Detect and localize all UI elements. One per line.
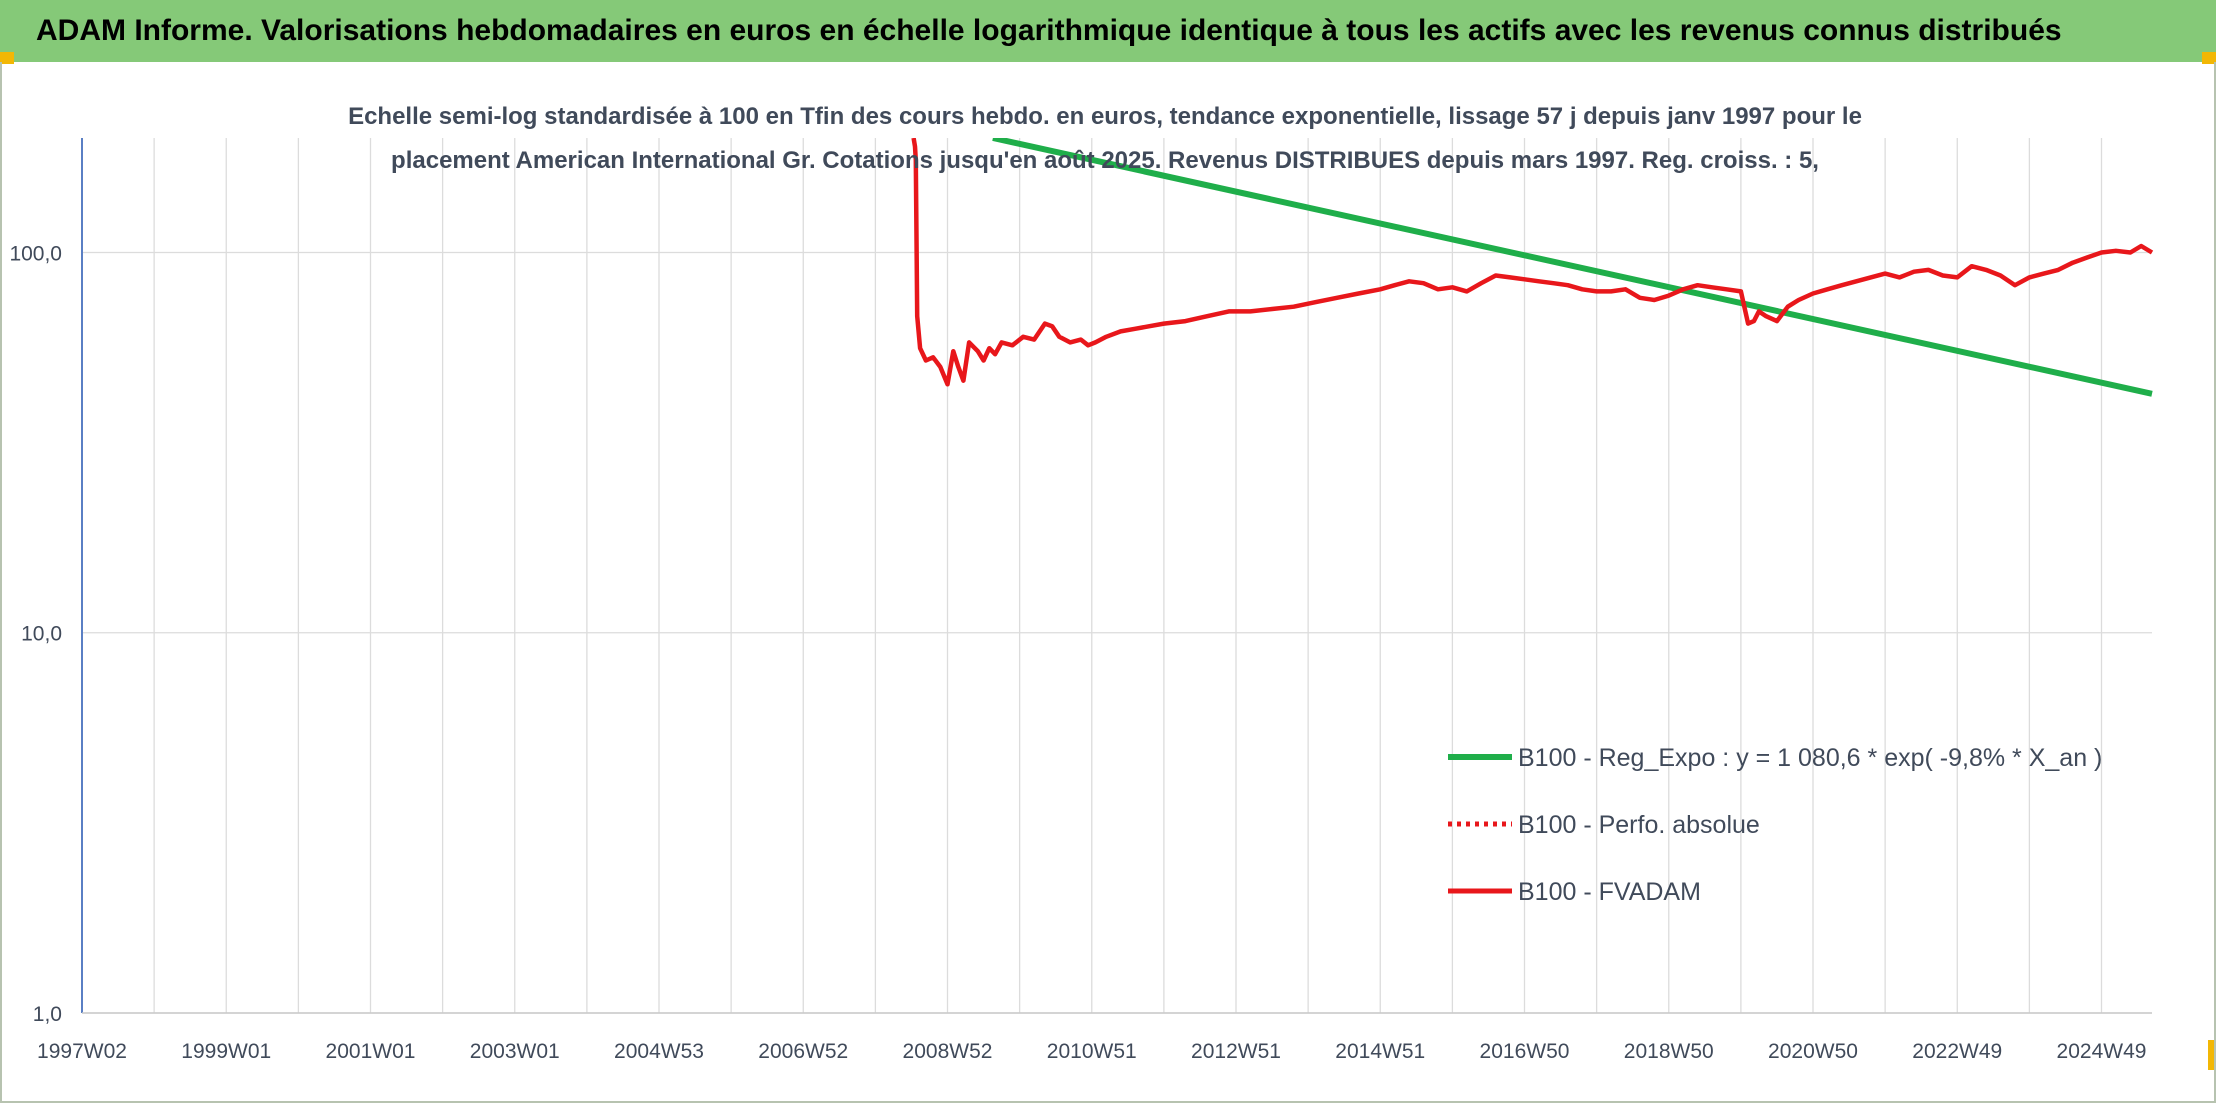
x-tick-label: 2012W51 bbox=[1191, 1040, 1281, 1063]
x-tick-label: 2018W50 bbox=[1624, 1040, 1714, 1063]
series-lines bbox=[911, 138, 2154, 397]
x-tick-label: 2016W50 bbox=[1480, 1040, 1570, 1063]
series-line-0 bbox=[992, 138, 2153, 397]
report-title: ADAM Informe. Valorisations hebdomadaire… bbox=[36, 14, 2062, 47]
x-tick-label: 2004W53 bbox=[614, 1040, 704, 1063]
horizontal-gridlines bbox=[82, 251, 2152, 1014]
vertical-gridlines bbox=[81, 138, 2103, 1013]
x-tick-label: 2024W49 bbox=[2057, 1040, 2147, 1063]
y-tick-label: 1,0 bbox=[33, 1003, 62, 1026]
chart-title-line-1: Echelle semi-log standardisée à 100 en T… bbox=[348, 103, 1862, 130]
report-banner: ADAM Informe. Valorisations hebdomadaire… bbox=[0, 0, 2216, 62]
corner-accent-top-right bbox=[2202, 52, 2216, 64]
x-tick-label: 1999W01 bbox=[181, 1040, 271, 1063]
series-line-2 bbox=[911, 138, 2154, 387]
axes bbox=[81, 138, 2152, 1014]
legend-label-2: B100 - FVADAM bbox=[1518, 878, 1701, 906]
legend-label-0: B100 - Reg_Expo : y = 1 080,6 * exp( -9,… bbox=[1518, 744, 2102, 772]
legend: B100 - Reg_Expo : y = 1 080,6 * exp( -9,… bbox=[1448, 744, 2102, 906]
legend-label-1: B100 - Perfo. absolue bbox=[1518, 811, 1760, 839]
x-tick-label: 2001W01 bbox=[326, 1040, 416, 1063]
corner-accent-top-left bbox=[0, 52, 14, 64]
y-tick-label: 100,0 bbox=[9, 242, 62, 265]
x-tick-label: 2014W51 bbox=[1335, 1040, 1425, 1063]
chart-title: Echelle semi-log standardisée à 100 en T… bbox=[348, 103, 1862, 174]
x-tick-label: 2022W49 bbox=[1912, 1040, 2002, 1063]
x-tick-label: 1997W02 bbox=[37, 1040, 127, 1063]
x-tick-label: 2003W01 bbox=[470, 1040, 560, 1063]
chart-title-line-2: placement American International Gr. Cot… bbox=[391, 147, 1819, 174]
y-tick-label: 10,0 bbox=[21, 623, 62, 646]
x-tick-label: 2008W52 bbox=[903, 1040, 993, 1063]
chart-frame bbox=[0, 62, 2216, 1103]
tick-labels: 1,0 10,0 100,0 1997W02 1999W01 2001W01 2003W01… bbox=[9, 242, 2146, 1063]
corner-accent-bottom-right bbox=[2208, 1040, 2216, 1070]
x-tick-label: 2010W51 bbox=[1047, 1040, 1137, 1063]
x-tick-label: 2006W52 bbox=[758, 1040, 848, 1063]
x-tick-label: 2020W50 bbox=[1768, 1040, 1858, 1063]
